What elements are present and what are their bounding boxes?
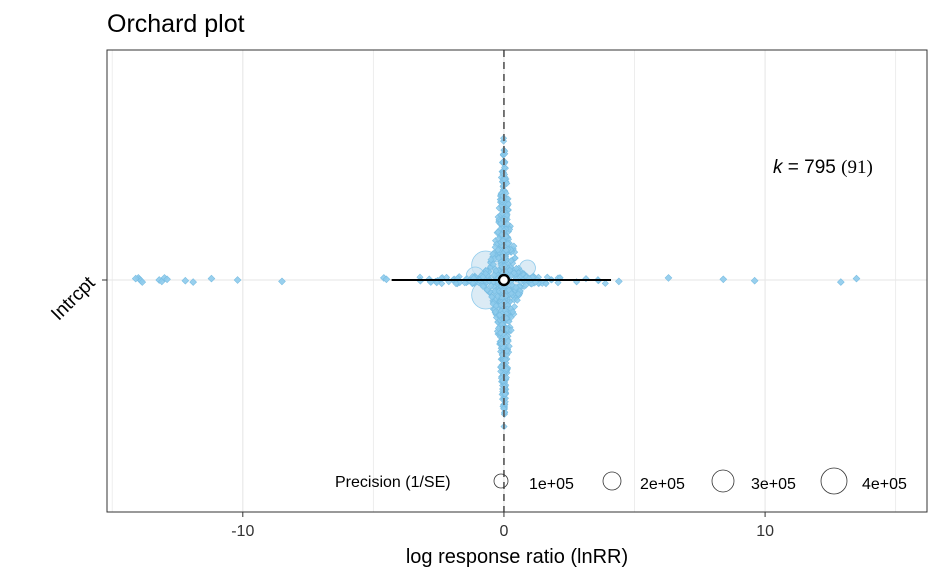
effect-point [490,271,498,279]
x-tick-label: -10 [231,523,254,540]
effect-point [504,200,512,208]
legend-label: 4e+05 [862,476,907,493]
effect-point-outlier [138,278,147,286]
k-annotation: k = 795 (91) [773,157,873,178]
effect-point [505,286,513,294]
effect-point [522,281,530,289]
effect-point-outlier [852,274,861,283]
effect-point [483,286,491,294]
effect-point [502,356,510,364]
effect-point [494,228,502,236]
effect-point [489,250,497,258]
effect-point [512,283,520,291]
effect-point [491,308,499,316]
effect-point [501,394,509,402]
effect-point [499,377,507,385]
effect-point [510,303,519,311]
precision-legend: Precision (1/SE) 1e+05 2e+05 3e+05 4e+05 [335,467,907,495]
legend-key [602,471,622,491]
effect-point [506,266,514,274]
legend-label: 1e+05 [529,476,574,493]
legend-key [711,469,735,493]
mean-estimate [497,273,511,287]
effect-point [479,282,487,290]
effect-point-outlier [131,274,140,283]
effect-point [503,347,511,355]
effect-point [489,260,497,269]
effect-point [488,293,496,301]
x-tick-label: 10 [756,523,774,540]
legend-title: Precision (1/SE) [335,474,451,491]
effect-point-outlier [750,276,759,285]
effect-point [501,262,509,270]
effect-point [497,219,505,227]
effect-point [507,326,515,334]
estimate-layer [391,50,612,512]
effect-point [554,279,562,287]
effect-point [499,158,507,166]
effect-point-outlier [163,275,171,284]
axis-ticks: -10 0 10 Intrcpt [47,272,774,540]
effect-point [489,300,497,308]
legend-key [493,473,509,489]
effect-point-outlier [719,275,728,284]
effect-point [497,329,505,337]
effect-point [510,242,518,250]
effect-point [514,290,522,298]
effect-point-outlier [615,277,623,286]
effect-point [452,280,460,288]
data-points [131,134,861,431]
effect-point [512,264,520,272]
x-tick-label: 0 [499,523,508,540]
chart-title: Orchard plot [107,10,245,38]
effect-point-outlier [836,278,845,286]
effect-point [542,280,550,288]
y-tick-label: Intrcpt [47,272,100,325]
effect-point-outlier [181,276,190,285]
effect-point [510,269,518,277]
effect-point [494,246,502,254]
effect-point [487,282,495,290]
effect-point [433,279,441,287]
effect-point-outlier [233,276,242,284]
effect-point [497,363,505,371]
effect-point [582,275,590,283]
effect-point [601,279,609,287]
effect-point [503,220,511,228]
effect-point [496,311,504,319]
effect-point [511,254,519,262]
effect-point-outlier [207,274,216,283]
effect-point [505,342,513,350]
effect-point-outlier [278,277,286,286]
k-value: 795 [804,157,836,178]
effect-point [507,313,515,321]
plot-panel-border [106,49,928,513]
effect-point [499,287,507,295]
effect-point [487,256,495,264]
legend-label: 2e+05 [640,476,685,493]
effect-point [492,267,500,275]
effect-point [509,308,517,316]
legend-label: 3e+05 [751,476,796,493]
k-groups: (91) [841,157,873,178]
effect-point [502,246,510,254]
effect-point-outlier [189,278,198,286]
effect-point [499,237,507,245]
effect-point [504,195,512,203]
x-axis-label: log response ratio (lnRR) [406,546,628,568]
effect-point [513,296,521,304]
effect-point-outlier [664,274,673,282]
effect-point [507,257,515,265]
effect-point-outlier [382,275,391,284]
legend-key [820,467,848,495]
effect-point [504,240,512,248]
